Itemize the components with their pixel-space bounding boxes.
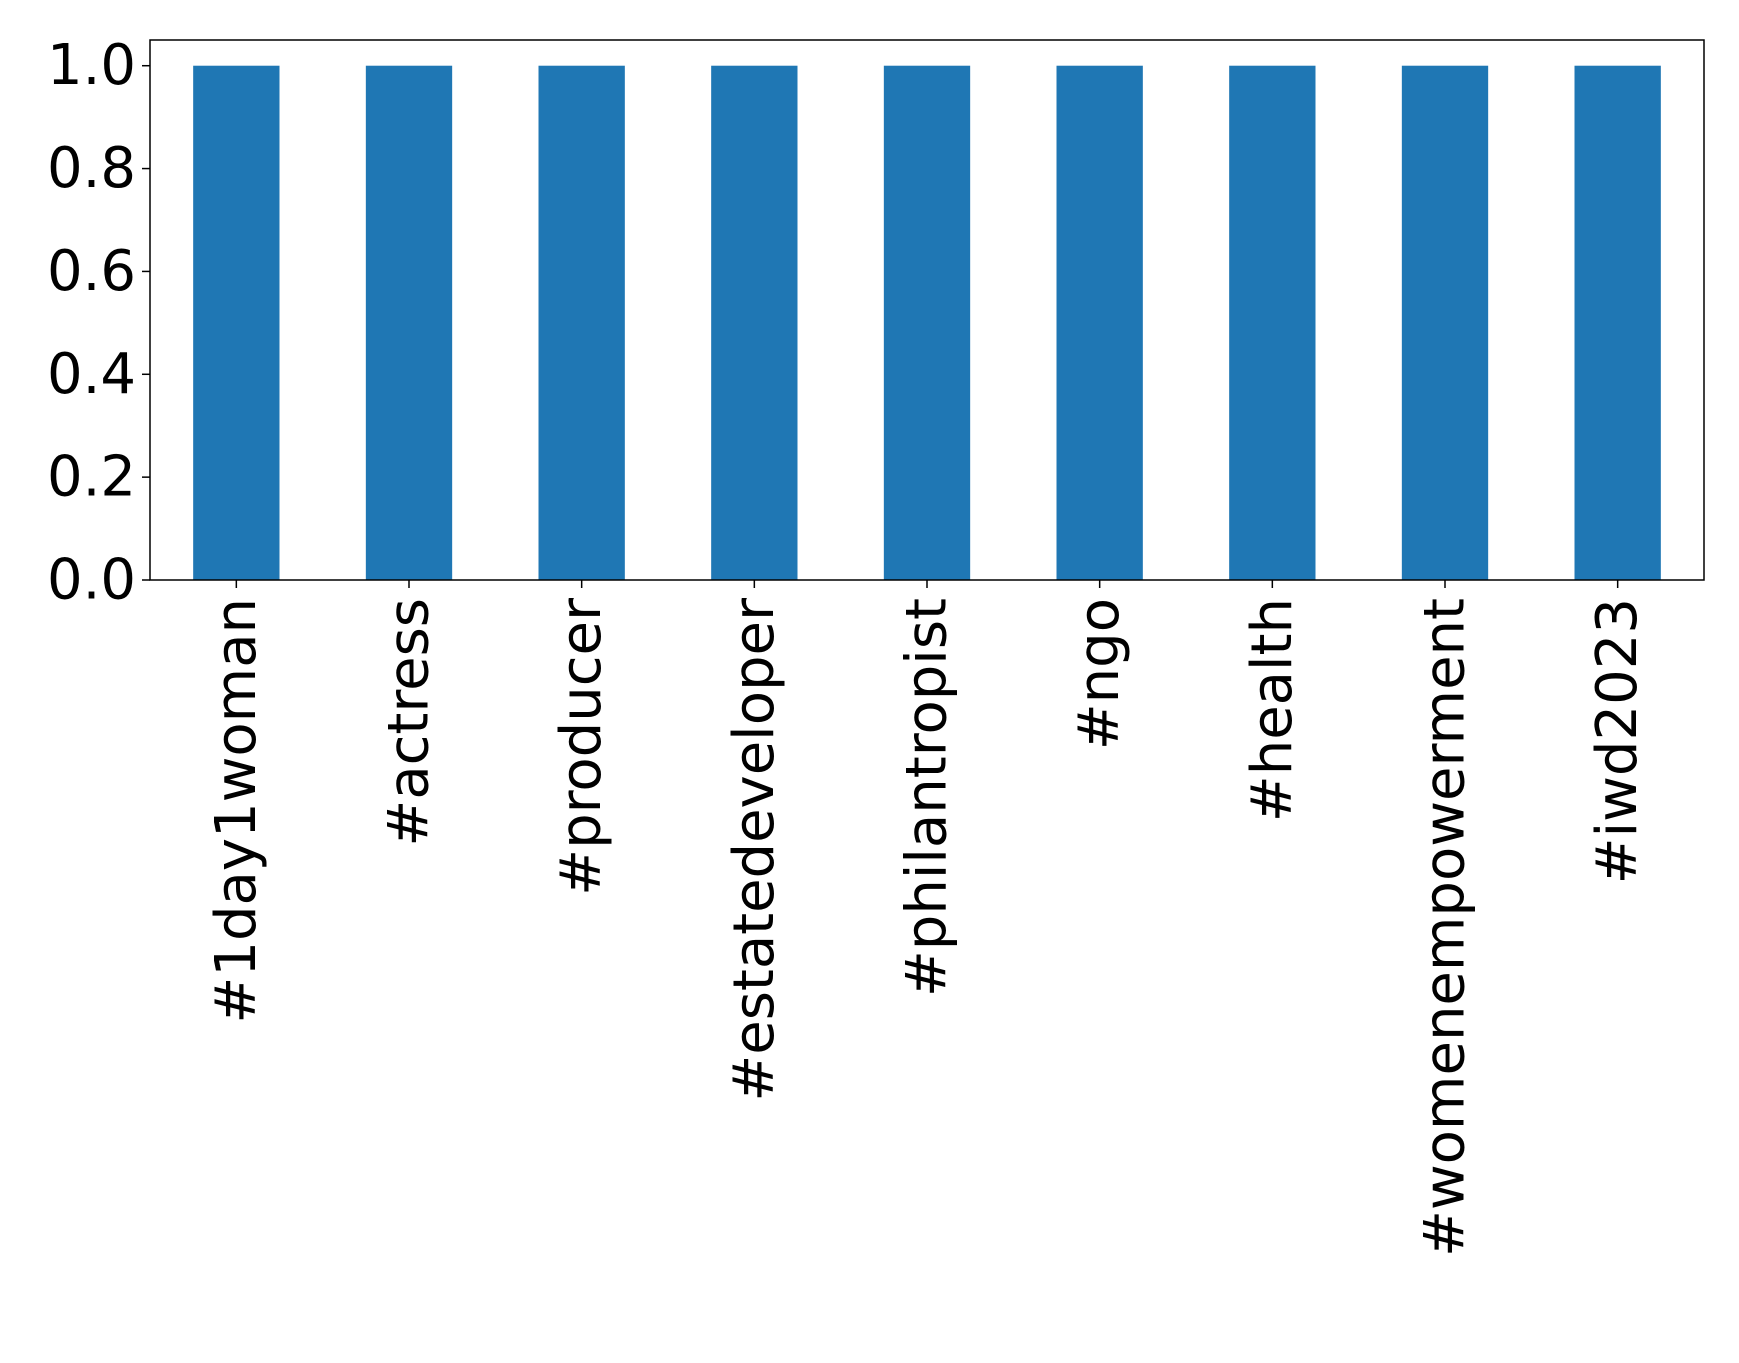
- y-tick-label: 0.4: [47, 342, 136, 407]
- axes-frame: [149, 39, 1705, 581]
- bar-producer: [538, 65, 625, 580]
- x-tick-label: #1day1woman: [204, 598, 269, 1024]
- x-tick-label: #actress: [377, 598, 442, 847]
- y-tick-label: 0.6: [47, 239, 136, 304]
- bar-ngo: [1056, 65, 1143, 580]
- x-tick-label: #iwd2023: [1585, 598, 1650, 884]
- bar-health: [1229, 65, 1316, 580]
- x-tick-label: #estatedeveloper: [722, 597, 787, 1102]
- x-tick-label: #producer: [549, 597, 614, 896]
- bar-1day1woman: [193, 65, 280, 580]
- bar-actress: [365, 65, 453, 580]
- bar-womenempowerment: [1401, 65, 1489, 580]
- y-tick-label: 0.2: [47, 445, 136, 510]
- x-tick-label: #health: [1240, 598, 1305, 822]
- x-tick-label: #ngo: [1067, 598, 1132, 750]
- y-axis: 0.0 0.2 0.4 0.6 0.8 1.0: [47, 33, 150, 613]
- bar-iwd2023: [1574, 65, 1661, 580]
- y-tick-label: 0.0: [47, 548, 136, 613]
- y-tick-label: 1.0: [47, 33, 136, 98]
- x-axis: #1day1woman #actress #producer #estatedevel…: [204, 580, 1650, 1257]
- x-tick-label: #philantropist: [895, 598, 960, 997]
- bars-layer: [193, 65, 1661, 580]
- bar-philantropist: [883, 65, 971, 580]
- bar-estatedeveloper: [711, 65, 798, 580]
- y-tick-label: 0.8: [47, 136, 136, 201]
- x-tick-label: #womenempowerment: [1413, 598, 1478, 1257]
